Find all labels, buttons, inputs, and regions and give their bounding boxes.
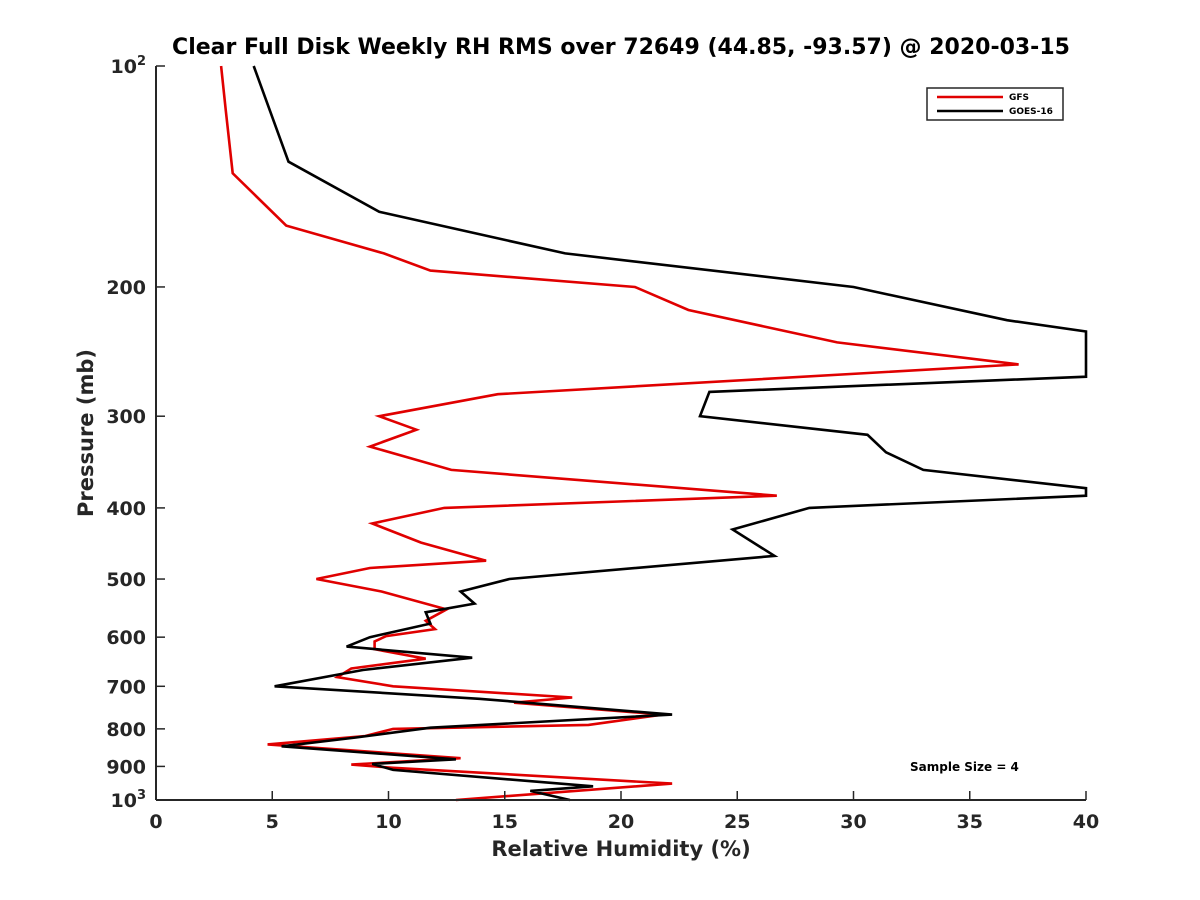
legend-label-gfs: GFS — [1009, 93, 1029, 103]
series-line-gfs — [219, 65, 1019, 802]
y-tick-label: 500 — [106, 569, 146, 591]
legend-box — [926, 87, 1064, 121]
x-tick-label: 30 — [840, 811, 866, 833]
plot-area — [156, 66, 1086, 800]
y-tick-label: 800 — [106, 719, 146, 741]
series-line-goes16 — [252, 65, 1088, 802]
y-tick-label: 900 — [106, 756, 146, 778]
y-tick-label: 400 — [106, 498, 146, 520]
y-tick-label: 600 — [106, 627, 146, 649]
x-tick-label: 10 — [375, 811, 401, 833]
y-axis-label: Pressure (mb) — [74, 349, 98, 517]
x-tick-label: 40 — [1073, 811, 1099, 833]
legend: GFS GOES-16 — [926, 87, 1064, 121]
x-tick-label: 35 — [957, 811, 983, 833]
x-axis-ticks: 0 5 10 15 20 25 30 35 40 — [149, 791, 1099, 833]
chart-title: Clear Full Disk Weekly RH RMS over 72649… — [172, 35, 1070, 60]
x-axis-label: Relative Humidity (%) — [491, 837, 750, 861]
x-tick-label: 0 — [149, 811, 162, 833]
y-tick-label: 300 — [106, 406, 146, 428]
y-tick-label: 700 — [106, 676, 146, 698]
x-tick-label: 25 — [724, 811, 750, 833]
y-tick-label: 200 — [106, 277, 146, 299]
y-tick-label: 102 — [111, 54, 147, 78]
x-tick-label: 5 — [266, 811, 279, 833]
x-tick-label: 20 — [608, 811, 634, 833]
legend-label-goes16: GOES-16 — [1009, 107, 1053, 117]
x-tick-label: 15 — [492, 811, 518, 833]
y-tick-label: 103 — [111, 788, 147, 812]
series-layer — [219, 65, 1088, 802]
y-axis-ticks: 102 200 300 400 500 600 700 800 900 103 — [106, 54, 165, 812]
sample-size-annotation: Sample Size = 4 — [910, 760, 1019, 774]
